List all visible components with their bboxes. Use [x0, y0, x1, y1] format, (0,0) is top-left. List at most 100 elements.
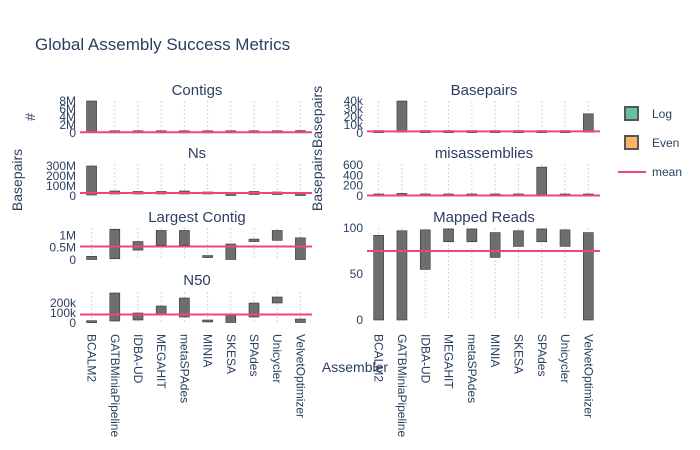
y-tick-label: 30k	[344, 102, 364, 116]
x-tick-label: metaSPAdes	[465, 334, 479, 403]
x-ticks-left: BCALM2 GATBMiniaPipeline IDBA-UD MEGAHIT met…	[85, 334, 308, 437]
x-axis-title: Assembler	[322, 359, 388, 375]
y-tick-label: 2M	[59, 118, 76, 132]
y-tick-label: 1M	[59, 228, 76, 242]
subplot-title: Basepairs	[451, 82, 518, 99]
box-GATBMiniaPipeline	[109, 292, 121, 322]
box-VelvetOptimizer	[295, 237, 306, 260]
box-GATBMiniaPipeline	[396, 230, 408, 321]
left-y-axis-title: Basepairs	[9, 149, 25, 211]
x-tick-label: VelvetOptimizer	[293, 334, 307, 418]
y-tick-label: 200	[343, 179, 363, 193]
x-tick-label: SKESA	[224, 334, 238, 374]
box-MEGAHIT	[155, 230, 167, 246]
x-tick-label: GATBMiniaPipeline	[395, 334, 409, 437]
y-tick-label: 0	[69, 316, 76, 330]
y-tick-label: 0	[69, 253, 76, 267]
box-SPAdes	[248, 238, 260, 242]
box-BCALM2	[86, 256, 97, 260]
box-Unicycler	[559, 229, 571, 247]
box-SKESA	[225, 314, 237, 323]
box-metaSPAdes	[179, 297, 190, 318]
box-BCALM2	[373, 235, 384, 321]
y-tick-label: 0	[356, 189, 363, 203]
legend-swatch-log	[624, 106, 639, 121]
y-tick-label: 10k	[344, 118, 364, 132]
box-MINIA	[202, 319, 213, 323]
x-tick-label: MINIA	[201, 334, 215, 367]
box-MINIA	[489, 232, 501, 258]
box-metaSPAdes	[466, 228, 478, 243]
y-axis-title: #	[22, 113, 38, 121]
box-MINIA	[202, 255, 213, 258]
x-tick-label: Unicycler	[270, 334, 284, 383]
y-tick-label: 0	[356, 313, 363, 327]
y-tick-label: 0	[69, 126, 76, 140]
legend-label-even: Even	[652, 136, 679, 150]
box-GATBMiniaPipeline	[109, 228, 121, 260]
x-tick-label: BCALM2	[372, 334, 386, 382]
y-axis-title: Basepairs	[309, 149, 325, 211]
y-tick-label: 0	[356, 126, 363, 140]
y-tick-label: 8M	[59, 94, 76, 108]
y-tick-label: 200M	[46, 169, 76, 183]
subplot-title: misassemblies	[435, 145, 533, 162]
x-tick-label: MINIA	[488, 334, 502, 367]
y-axis-title: Basepairs	[309, 86, 325, 148]
subplot-title: Mapped Reads	[433, 209, 535, 226]
box-SKESA	[513, 230, 524, 247]
legend-swatch-even	[624, 135, 639, 150]
box-IDBA-UD	[132, 312, 144, 321]
x-tick-label: VelvetOptimizer	[581, 334, 595, 418]
y-tick-label: 100	[343, 221, 363, 235]
x-tick-label: SKESA	[511, 334, 525, 374]
x-tick-label: IDBA-UD	[418, 334, 432, 384]
box-GATBMiniaPipeline	[396, 100, 408, 133]
box-SPAdes	[536, 228, 548, 243]
subplot-title: N50	[183, 272, 211, 289]
y-tick-label: 50	[350, 267, 364, 281]
y-tick-label: 4M	[59, 110, 76, 124]
y-tick-label: 100k	[50, 306, 77, 320]
box-SKESA	[225, 243, 237, 260]
box-IDBA-UD	[419, 229, 431, 270]
x-tick-label: Unicycler	[558, 334, 572, 383]
box-metaSPAdes	[179, 230, 190, 246]
x-tick-label: IDBA-UD	[131, 334, 145, 384]
legend-label-mean: mean	[652, 165, 682, 179]
subplot-5: Mapped Reads 0 50 100	[343, 209, 600, 327]
x-tick-label: GATBMiniaPipeline	[108, 334, 122, 437]
x-tick-label: SPAdes	[247, 334, 261, 376]
legend-label-log: Log	[652, 107, 672, 121]
box-BCALM2	[86, 100, 97, 133]
chart-title: Global Assembly Success Metrics	[35, 35, 290, 54]
y-tick-label: 100M	[46, 179, 76, 193]
box-BCALM2	[86, 320, 97, 324]
box-Unicycler	[271, 230, 283, 241]
x-tick-label: MEGAHIT	[442, 334, 456, 389]
y-tick-label: 200k	[50, 296, 77, 310]
box-BCALM2	[86, 165, 97, 196]
x-tick-label: BCALM2	[85, 334, 99, 382]
subplot-title: Largest Contig	[148, 209, 246, 226]
box-SPAdes	[536, 166, 548, 197]
x-tick-label: MEGAHIT	[154, 334, 168, 389]
box-MEGAHIT	[443, 228, 454, 243]
x-tick-label: metaSPAdes	[177, 334, 191, 403]
x-tick-label: SPAdes	[535, 334, 549, 376]
y-tick-label: 600	[343, 158, 363, 172]
subplots: Contigs02M4M6M8M#Basepairs010k20k30k40kB…	[22, 82, 600, 437]
y-tick-label: 20k	[344, 110, 364, 124]
y-tick-label: 6M	[59, 102, 76, 116]
legend: Log Even mean	[618, 106, 682, 179]
subplot-title: Ns	[188, 145, 206, 162]
box-VelvetOptimizer	[583, 232, 594, 321]
box-VelvetOptimizer	[583, 113, 594, 133]
